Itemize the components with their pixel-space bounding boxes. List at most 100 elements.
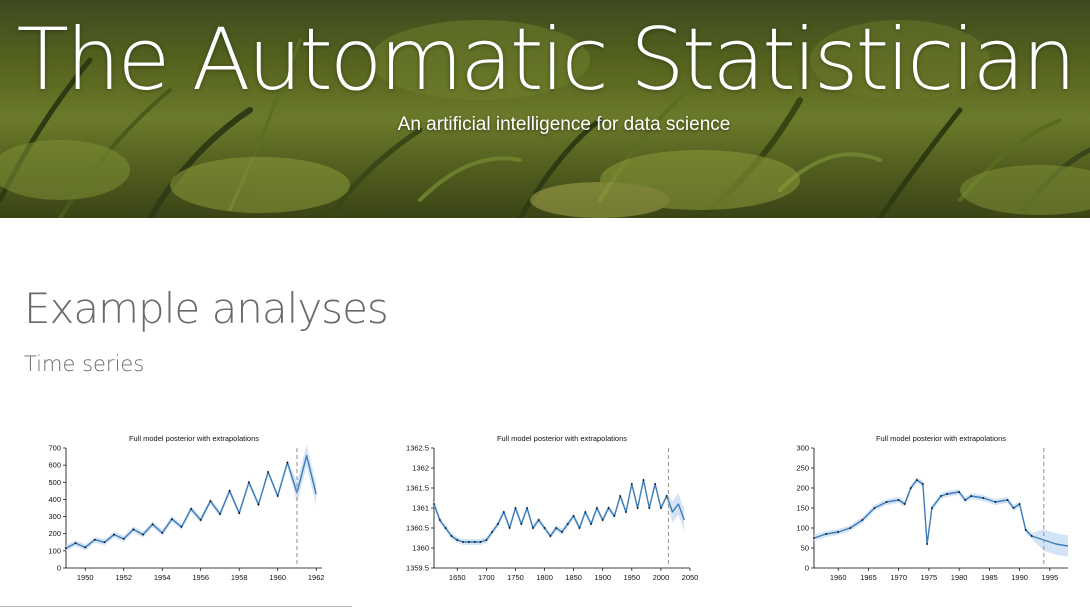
x-tick-label: 1970 <box>890 573 907 582</box>
y-tick-label: 1360.5 <box>406 524 429 533</box>
data-point <box>958 491 961 493</box>
data-point <box>636 507 639 509</box>
y-tick-label: 300 <box>796 444 809 453</box>
data-point <box>555 527 558 529</box>
x-tick-label: 1965 <box>860 573 877 582</box>
data-point <box>613 515 616 517</box>
data-point <box>438 519 441 521</box>
data-point <box>648 507 651 509</box>
data-point <box>665 495 668 497</box>
data-point <box>549 535 552 537</box>
data-point <box>180 525 183 528</box>
x-tick-label: 1990 <box>1011 573 1028 582</box>
data-point <box>625 511 627 513</box>
x-tick-label: 1958 <box>231 573 248 582</box>
section-title: Example analyses <box>24 284 389 333</box>
data-point <box>1024 529 1027 531</box>
data-point <box>491 531 494 533</box>
data-point <box>994 501 997 503</box>
x-tick-label: 1985 <box>981 573 998 582</box>
data-point <box>596 507 598 509</box>
chart-1-svg: Full model posterior with extrapolations… <box>48 434 325 582</box>
data-point <box>433 503 435 505</box>
data-point <box>247 481 250 484</box>
data-point <box>537 519 540 521</box>
data-point <box>940 495 942 497</box>
divider <box>0 606 352 607</box>
data-point <box>257 503 260 506</box>
data-point <box>84 546 87 549</box>
data-point <box>170 518 173 521</box>
data-point <box>873 507 876 509</box>
data-point <box>122 537 125 540</box>
x-tick-label: 1950 <box>623 573 640 582</box>
x-tick-label: 1850 <box>565 573 582 582</box>
data-point <box>497 523 499 525</box>
x-tick-label: 1952 <box>115 573 132 582</box>
data-point <box>849 527 852 529</box>
data-point <box>584 511 587 513</box>
x-tick-label: 1750 <box>507 573 524 582</box>
data-point <box>456 539 459 541</box>
data-point <box>142 533 144 536</box>
data-point <box>209 500 212 503</box>
data-point <box>660 507 662 509</box>
data-point <box>267 471 270 473</box>
y-tick-label: 200 <box>48 529 61 538</box>
uncertainty-band <box>814 477 1068 557</box>
y-tick-label: 100 <box>48 546 61 555</box>
data-point <box>286 461 289 464</box>
data-point <box>909 487 912 489</box>
data-point <box>903 503 906 505</box>
x-tick-label: 1960 <box>830 573 847 582</box>
chart-2[interactable]: Full model posterior with extrapolations… <box>392 430 712 590</box>
y-tick-label: 1362.5 <box>406 444 429 453</box>
site-title: The Automatic Statistician <box>16 10 1076 110</box>
data-point <box>113 533 116 536</box>
chart-1[interactable]: Full model posterior with extrapolations… <box>24 430 344 590</box>
data-point <box>473 541 476 543</box>
data-point <box>276 495 279 497</box>
y-tick-label: 1359.5 <box>406 564 429 573</box>
data-point <box>931 507 933 509</box>
data-point <box>450 535 453 537</box>
x-tick-label: 1962 <box>308 573 325 582</box>
data-point <box>897 499 900 501</box>
x-tick-label: 1650 <box>449 573 466 582</box>
uncertainty-band <box>66 444 317 552</box>
data-point <box>619 495 622 497</box>
data-point <box>1018 503 1021 505</box>
subsection-title: Time series <box>24 352 145 376</box>
data-point <box>514 507 517 509</box>
data-point <box>630 483 633 485</box>
y-tick-label: 0 <box>57 564 61 573</box>
data-point <box>526 507 528 509</box>
y-tick-label: 50 <box>801 544 809 553</box>
y-tick-label: 500 <box>48 478 61 487</box>
x-tick-label: 1800 <box>536 573 553 582</box>
data-point <box>578 527 581 529</box>
data-point <box>151 523 154 526</box>
data-point <box>93 538 96 541</box>
data-point <box>982 497 985 499</box>
data-point <box>561 531 563 533</box>
chart-2-svg: Full model posterior with extrapolations… <box>406 434 698 582</box>
hero-banner: The Automatic Statistician An artificial… <box>0 0 1090 218</box>
chart-3[interactable]: Full model posterior with extrapolations… <box>772 430 1090 590</box>
y-tick-label: 0 <box>805 564 809 573</box>
x-tick-label: 1954 <box>154 573 171 582</box>
chart-title: Full model posterior with extrapolations <box>129 434 259 443</box>
data-point <box>479 541 482 543</box>
y-tick-label: 1360 <box>412 544 429 553</box>
data-point <box>132 528 135 531</box>
data-point <box>572 515 575 517</box>
data-point <box>607 507 610 509</box>
y-tick-label: 700 <box>48 444 61 453</box>
y-tick-label: 100 <box>796 524 809 533</box>
data-point <box>964 499 967 501</box>
x-tick-label: 1975 <box>921 573 938 582</box>
data-point <box>520 523 523 525</box>
data-point <box>813 537 815 539</box>
y-tick-label: 250 <box>796 464 809 473</box>
data-point <box>238 512 241 515</box>
